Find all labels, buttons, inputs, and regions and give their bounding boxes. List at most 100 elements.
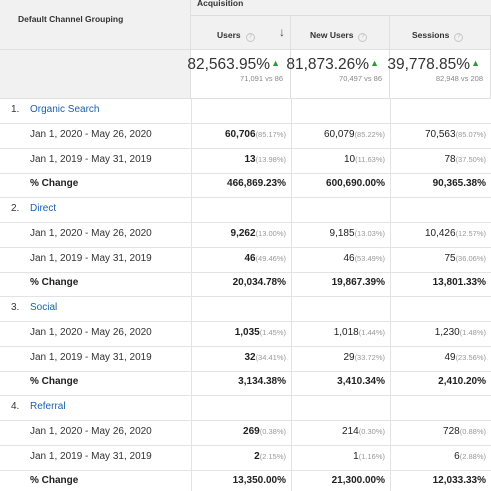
channel-link[interactable]: Social — [30, 302, 58, 313]
change-value: 12,033.33% — [432, 475, 486, 487]
summary-sessions-value: 39,778.85% — [387, 56, 471, 73]
percent-change-row: % Change 20,034.78% 19,867.39% 13,801.33% — [0, 272, 491, 298]
help-icon[interactable]: ? — [245, 33, 255, 42]
change-value: 466,869.23% — [227, 178, 286, 190]
metric-cell: 1(1.16%) — [291, 445, 390, 470]
metric-percent: (36.06%) — [455, 253, 486, 263]
summary-users-comparison: 71,091 vs 86 — [240, 74, 283, 83]
metric-cell: 1,035(1.45%) — [191, 321, 291, 346]
summary-label-cell — [0, 50, 191, 99]
acquisition-group-header: Acquisition — [191, 0, 491, 16]
metric-value: 1,035 — [234, 326, 260, 338]
date-range-row: Jan 1, 2019 - May 31, 2019 46(49.46%) 46(5… — [0, 247, 491, 273]
empty-cell — [291, 297, 390, 321]
acquisition-group-label: Acquisition — [197, 0, 244, 8]
metric-percent: (11.63%) — [355, 154, 385, 164]
row-index: 4. — [11, 401, 20, 412]
empty-cell — [291, 198, 390, 222]
change-value: 13,350.00% — [232, 475, 286, 487]
metric-percent: (1.45%) — [259, 327, 286, 337]
help-icon[interactable]: ? — [358, 33, 368, 42]
change-value: 21,300.00% — [331, 475, 385, 487]
metric-cell: 29(33.72%) — [291, 346, 390, 371]
empty-cell — [191, 99, 291, 123]
channel-cell: 4. Referral — [0, 396, 191, 420]
metric-value: 32 — [244, 351, 256, 363]
metric-value: 49 — [444, 351, 456, 363]
percent-change-label: % Change — [30, 178, 79, 190]
metric-value: 728 — [443, 425, 460, 437]
empty-cell — [390, 396, 491, 420]
metric-value: 60,079 — [323, 128, 355, 140]
percent-change-cell: % Change — [0, 470, 191, 491]
summary-new-users-comparison: 70,497 vs 86 — [339, 74, 382, 83]
metric-cell: 60,706(85.17%) — [191, 123, 291, 148]
column-header-sessions-label: Sessions — [412, 30, 450, 40]
channel-cell: 2. Direct — [0, 198, 191, 222]
change-value: 19,867.39% — [331, 277, 385, 289]
metric-percent: (1.48%) — [459, 327, 486, 337]
channel-link[interactable]: Referral — [30, 401, 66, 412]
date-range-row: Jan 1, 2020 - May 26, 2020 1,035(1.45%) 1,… — [0, 321, 491, 347]
percent-change-row: % Change 466,869.23% 600,690.00% 90,365.38% — [0, 173, 491, 199]
metric-percent: (85.17%) — [255, 129, 286, 139]
metric-percent: (85.22%) — [354, 129, 385, 139]
metric-cell: 46(53.49%) — [291, 247, 390, 272]
percent-change-cell: % Change — [0, 371, 191, 395]
date-range-cell: Jan 1, 2019 - May 31, 2019 — [0, 446, 191, 470]
summary-users: 82,563.95%▲ 71,091 vs 86 — [187, 50, 291, 99]
metric-cell: 728(0.88%) — [390, 420, 491, 445]
percent-change-label: % Change — [30, 475, 79, 487]
metric-value: 13 — [244, 153, 256, 165]
sort-desc-icon[interactable]: ↓ — [279, 25, 285, 39]
channel-row: 2. Direct — [0, 198, 491, 223]
column-header-new-users[interactable]: New Users? — [291, 16, 390, 50]
trend-up-icon: ▲ — [471, 58, 480, 68]
percent-change-cell: % Change — [0, 272, 191, 296]
metric-value: 46 — [343, 252, 355, 264]
dimension-header[interactable]: Default Channel Grouping — [0, 0, 191, 50]
metric-cell: 46(49.46%) — [191, 247, 291, 272]
date-range-row: Jan 1, 2020 - May 26, 2020 9,262(13.00%) 9… — [0, 222, 491, 248]
empty-cell — [390, 198, 491, 222]
metric-percent: (34.41%) — [255, 352, 286, 362]
metric-cell: 269(0.38%) — [191, 420, 291, 445]
date-range-label: Jan 1, 2020 - May 26, 2020 — [30, 326, 152, 338]
metric-cell: 6(2.88%) — [390, 445, 491, 470]
channel-link[interactable]: Organic Search — [30, 104, 100, 115]
metric-cell: 70,563(85.07%) — [390, 123, 491, 148]
empty-cell — [291, 99, 390, 123]
metric-cell: 9,185(13.03%) — [291, 222, 390, 247]
date-range-cell: Jan 1, 2019 - May 31, 2019 — [0, 149, 191, 173]
metric-value: 46 — [244, 252, 256, 264]
metric-cell: 9,262(13.00%) — [191, 222, 291, 247]
summary-users-value: 82,563.95% — [187, 56, 271, 73]
change-value: 13,801.33% — [432, 277, 486, 289]
percent-change-label: % Change — [30, 376, 79, 388]
channel-row: 3. Social — [0, 297, 491, 322]
metric-cell: 75(36.06%) — [390, 247, 491, 272]
date-range-cell: Jan 1, 2020 - May 26, 2020 — [0, 421, 191, 445]
channel-link[interactable]: Direct — [30, 203, 57, 214]
column-header-sessions[interactable]: Sessions? — [390, 16, 491, 50]
metric-value: 1,230 — [434, 326, 460, 338]
metric-cell: 60,079(85.22%) — [291, 123, 390, 148]
change-cell: 90,365.38% — [390, 173, 491, 198]
metric-percent: (85.07%) — [455, 129, 486, 139]
date-range-row: Jan 1, 2019 - May 31, 2019 32(34.41%) 29(3… — [0, 346, 491, 372]
empty-cell — [291, 396, 390, 420]
empty-cell — [191, 297, 291, 321]
change-value: 3,410.34% — [337, 376, 385, 388]
metric-value: 78 — [444, 153, 456, 165]
column-header-users[interactable]: Users? ↓ — [191, 16, 291, 50]
help-icon[interactable]: ? — [454, 33, 464, 42]
metric-value: 9,262 — [230, 227, 256, 239]
metric-percent: (1.16%) — [358, 451, 385, 461]
summary-new-users-value: 81,873.26% — [286, 56, 370, 73]
metric-percent: (13.00%) — [255, 228, 286, 238]
percent-change-label: % Change — [30, 277, 79, 289]
date-range-row: Jan 1, 2019 - May 31, 2019 2(2.15%) 1(1.16… — [0, 445, 491, 471]
metric-value: 60,706 — [224, 128, 256, 140]
change-cell: 21,300.00% — [291, 470, 390, 491]
